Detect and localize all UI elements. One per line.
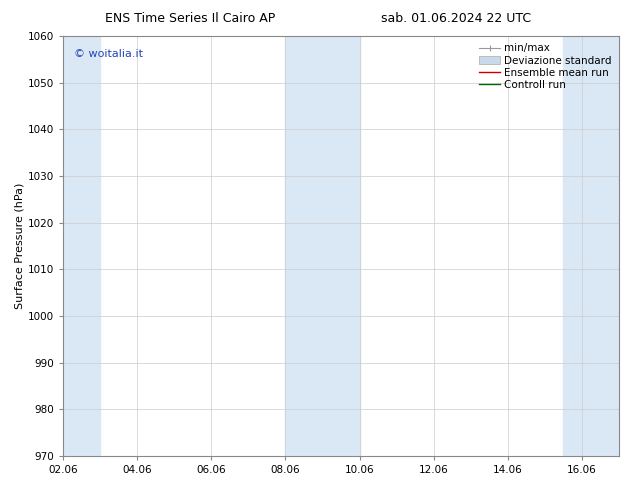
Bar xyxy=(285,36,359,456)
Legend: min/max, Deviazione standard, Ensemble mean run, Controll run: min/max, Deviazione standard, Ensemble m… xyxy=(477,41,614,92)
Y-axis label: Surface Pressure (hPa): Surface Pressure (hPa) xyxy=(15,183,25,309)
Text: sab. 01.06.2024 22 UTC: sab. 01.06.2024 22 UTC xyxy=(382,12,531,25)
Bar xyxy=(564,36,623,456)
Text: © woitalia.it: © woitalia.it xyxy=(74,49,143,59)
Bar xyxy=(60,36,100,456)
Text: ENS Time Series Il Cairo AP: ENS Time Series Il Cairo AP xyxy=(105,12,275,25)
